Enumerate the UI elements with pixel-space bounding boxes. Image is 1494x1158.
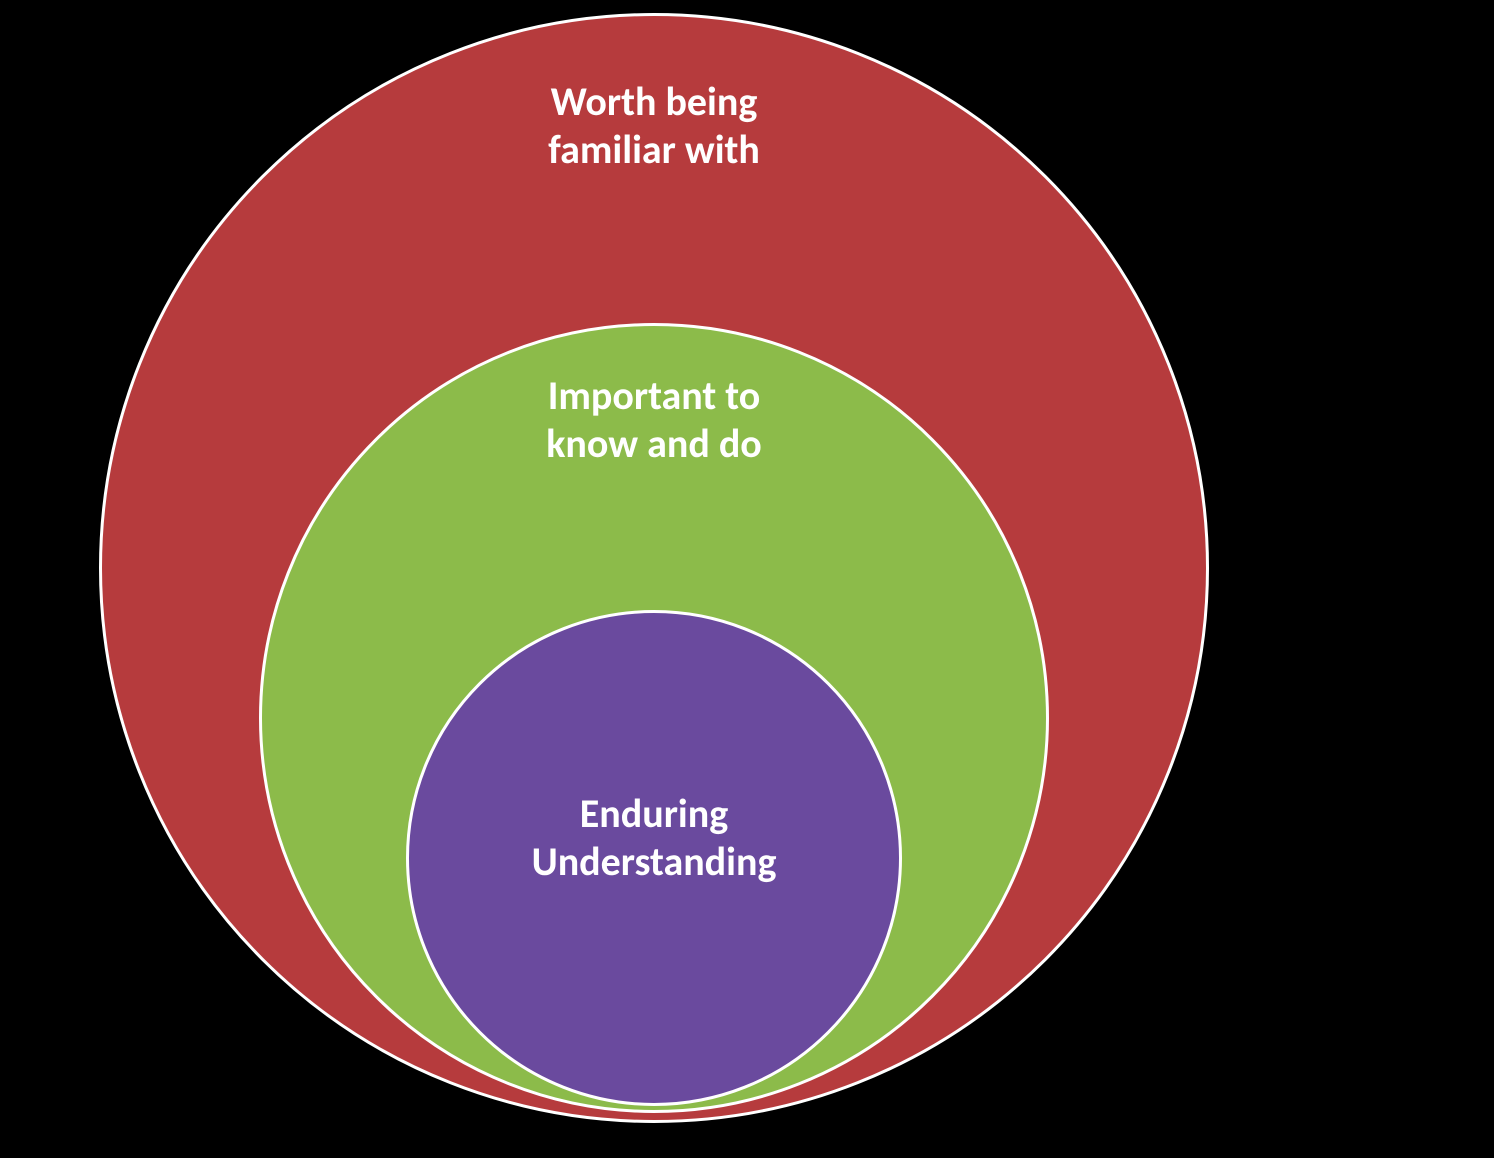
middle-label-line2: know and do — [546, 419, 762, 468]
outer-label-line2: familiar with — [548, 125, 760, 174]
outer-label-line1: Worth being — [551, 77, 758, 126]
nested-circles-diagram: Worth being familiar with Important to k… — [0, 0, 1494, 1158]
inner-label-line2: Understanding — [532, 837, 777, 886]
inner-circle-label: Enduring Understanding — [454, 790, 854, 886]
inner-label-line1: Enduring — [580, 789, 728, 838]
middle-label-line1: Important to — [548, 371, 761, 420]
outer-circle-label: Worth being familiar with — [454, 78, 854, 174]
middle-circle-label: Important to know and do — [454, 372, 854, 468]
